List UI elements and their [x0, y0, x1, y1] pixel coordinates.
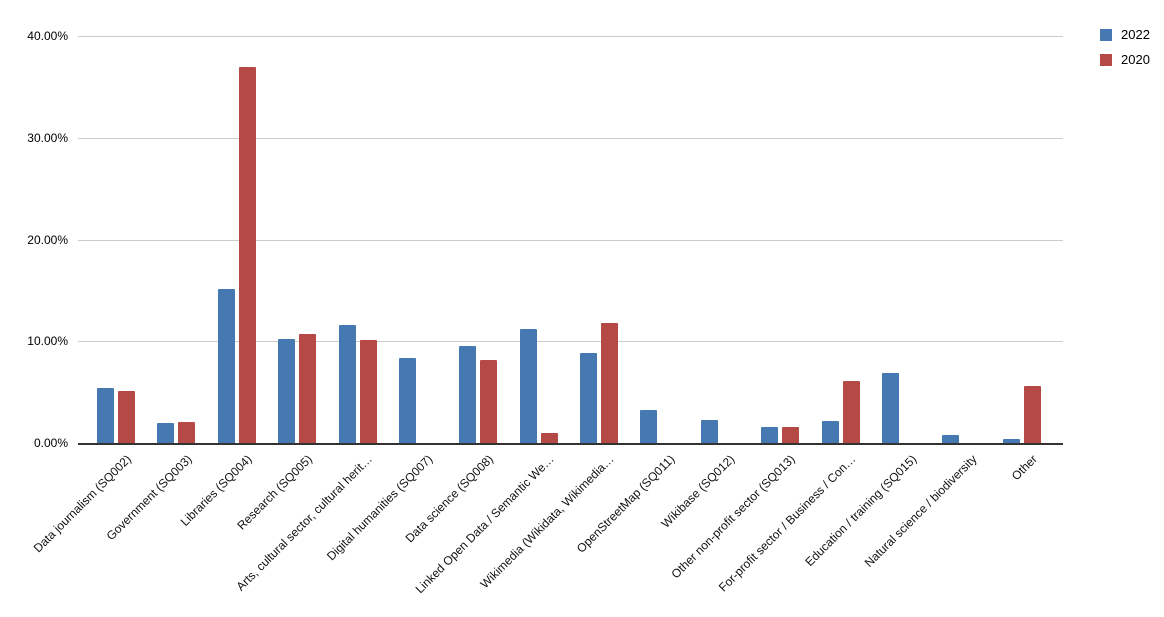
x-axis-label: Digital humanities (SQ007) [324, 452, 436, 564]
bar-2022[interactable] [97, 388, 114, 443]
x-axis-label: Natural science / biodiversity [861, 452, 980, 570]
bar-group [278, 334, 317, 443]
bar-group [1002, 386, 1041, 443]
bar-2020[interactable] [1023, 386, 1041, 443]
x-axis-label: Education / training (SQ015) [801, 452, 919, 569]
bar-2022[interactable] [157, 422, 175, 443]
legend: 2022 2020 [1100, 27, 1150, 67]
bar-2020[interactable] [359, 340, 377, 443]
legend-swatch-icon [1100, 53, 1112, 66]
bar-group [640, 410, 678, 443]
bar-2022[interactable] [459, 346, 477, 443]
bar-2020[interactable] [299, 334, 317, 443]
bar-2022[interactable] [761, 426, 779, 443]
bar-2022[interactable] [1002, 438, 1020, 443]
x-axis-label: Other [1008, 452, 1040, 484]
bar-2022[interactable] [942, 434, 960, 443]
bar-2020[interactable] [178, 421, 196, 443]
x-axis-label: Data journalism (SQ002) [30, 452, 134, 556]
bar-2020[interactable] [238, 66, 256, 443]
y-axis-tick-label: 0.00% [33, 436, 68, 450]
bar-2020[interactable] [842, 380, 860, 443]
bar-group [398, 357, 437, 443]
gridline [78, 239, 1063, 241]
bar-2022[interactable] [278, 339, 296, 443]
y-axis-tick-label: 30.00% [27, 130, 68, 145]
bar-2022[interactable] [398, 357, 416, 443]
bar-2022[interactable] [580, 353, 598, 443]
bar-group [519, 329, 558, 443]
gridline [78, 137, 1063, 139]
bar-2020[interactable] [782, 426, 800, 443]
bar-group [700, 419, 739, 443]
x-axis-label: Other non-profit sector (SQ013) [668, 452, 799, 582]
bar-group [580, 322, 619, 443]
bar-2022[interactable] [338, 324, 356, 443]
bar-2020[interactable] [540, 432, 558, 443]
y-axis-tick-label: 20.00% [27, 232, 68, 247]
bar-2020[interactable] [480, 359, 498, 443]
legend-label: 2022 [1121, 27, 1150, 42]
bar-group [821, 380, 860, 443]
legend-item-2020[interactable]: 2020 [1100, 52, 1150, 67]
y-axis-tick-label: 40.00% [27, 29, 68, 43]
bar-group [97, 388, 135, 443]
gridline [78, 36, 1063, 37]
bar-group [942, 434, 980, 443]
bar-group [338, 324, 377, 443]
bar-2020[interactable] [118, 391, 135, 443]
bar-group [217, 66, 256, 443]
bar-2022[interactable] [519, 329, 537, 443]
bar-2022[interactable] [217, 289, 235, 443]
bar-group [881, 372, 920, 443]
bar-2020[interactable] [601, 322, 619, 443]
bar-group [459, 346, 498, 443]
y-axis-tick-label: 10.00% [27, 334, 68, 349]
bar-2022[interactable] [700, 419, 718, 443]
bar-2022[interactable] [881, 372, 899, 443]
bar-group [157, 421, 196, 443]
x-axis-line [78, 443, 1063, 445]
gridline [78, 341, 1063, 343]
legend-item-2022[interactable]: 2022 [1100, 27, 1150, 42]
bar-2022[interactable] [821, 420, 839, 443]
bar-group [761, 426, 800, 443]
legend-swatch-icon [1100, 28, 1112, 41]
bar-2022[interactable] [640, 410, 658, 443]
legend-label: 2020 [1121, 52, 1150, 67]
